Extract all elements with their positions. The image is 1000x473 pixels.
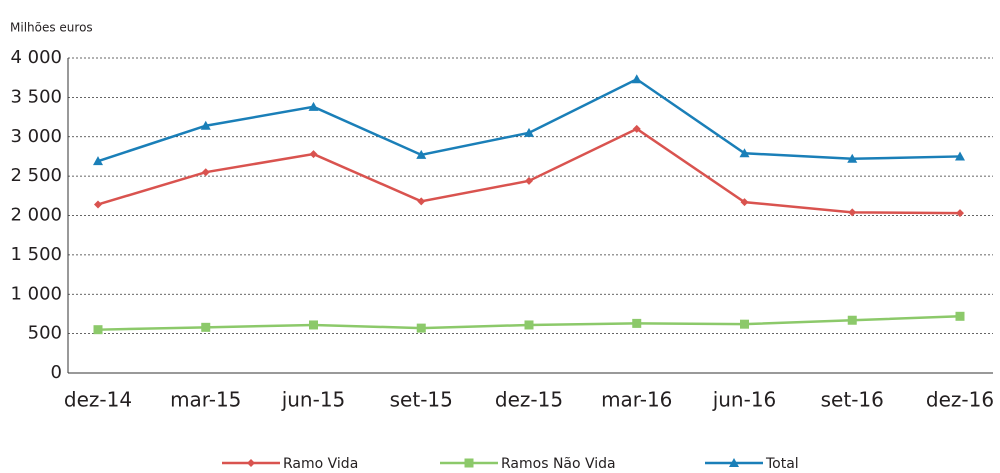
x-tick-label: dez-15 — [495, 388, 563, 412]
marker — [525, 176, 533, 185]
x-tick-label: dez-16 — [926, 388, 994, 412]
marker — [739, 148, 750, 158]
marker — [740, 198, 749, 207]
marker — [200, 120, 211, 130]
marker — [740, 319, 749, 329]
series-line — [97, 77, 961, 163]
legend-label: Total — [765, 456, 799, 472]
y-tick-label: 500 — [28, 323, 62, 344]
marker — [247, 459, 255, 467]
marker — [955, 151, 965, 161]
marker — [848, 208, 857, 217]
x-tick-label: mar-15 — [170, 388, 241, 412]
x-tick-label: set-15 — [390, 388, 453, 412]
y-axis-label: Milhões euros — [10, 21, 93, 35]
marker — [93, 325, 103, 335]
marker — [201, 322, 211, 332]
x-tick-label: jun-15 — [281, 388, 346, 412]
y-tick-label: 0 — [51, 362, 62, 383]
marker — [632, 124, 641, 133]
marker — [94, 200, 102, 209]
marker — [308, 101, 319, 111]
marker — [417, 197, 426, 206]
marker — [309, 320, 318, 330]
x-tick-label: mar-16 — [601, 388, 672, 412]
legend-label: Ramos Não Vida — [501, 456, 616, 472]
marker — [847, 315, 857, 325]
marker — [309, 150, 318, 159]
marker — [464, 458, 474, 468]
y-tick-label: 4 000 — [10, 47, 62, 68]
y-tick-label: 1 000 — [10, 283, 62, 304]
marker — [416, 149, 427, 159]
marker — [201, 168, 210, 177]
legend-label: Ramo Vida — [283, 456, 358, 472]
marker — [956, 209, 964, 218]
marker — [631, 74, 642, 84]
series-line — [97, 127, 961, 215]
y-tick-label: 3 000 — [10, 126, 62, 147]
marker — [632, 318, 642, 328]
marker — [847, 153, 858, 163]
y-tick-label: 2 500 — [10, 165, 62, 186]
y-tick-label: 1 500 — [10, 244, 62, 265]
y-tick-label: 2 000 — [10, 205, 62, 226]
x-tick-label: dez-14 — [64, 388, 132, 412]
marker — [524, 127, 534, 137]
x-tick-label: jun-16 — [712, 388, 777, 412]
marker — [955, 311, 965, 321]
marker — [93, 156, 103, 166]
x-tick-label: set-16 — [821, 388, 884, 412]
y-tick-label: 3 500 — [10, 86, 62, 107]
marker — [729, 458, 739, 467]
marker — [524, 320, 534, 330]
marker — [416, 323, 426, 333]
